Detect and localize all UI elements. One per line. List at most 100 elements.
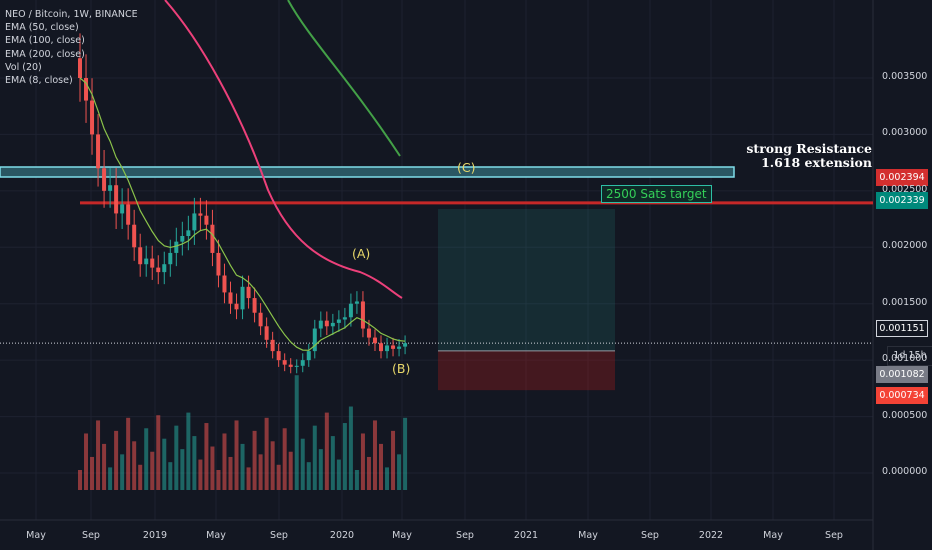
indicator-ema100[interactable]: EMA (100, close) — [5, 35, 85, 47]
candle-body — [324, 320, 329, 327]
candle-body — [234, 303, 239, 310]
x-axis-label: Sep — [825, 530, 843, 541]
volume-bar — [379, 443, 383, 490]
x-axis-label: 2019 — [142, 530, 168, 541]
candle-body — [288, 364, 293, 367]
volume-bar — [180, 449, 185, 490]
volume-bar — [312, 425, 317, 490]
resistance-price-tag: 0.002394 — [876, 169, 928, 186]
indicator-vol[interactable]: Vol (20) — [5, 61, 42, 73]
volume-bar — [186, 412, 191, 490]
volume-bar — [288, 451, 293, 490]
candle-body — [385, 345, 390, 352]
x-axis-label: May — [206, 530, 226, 541]
volume-bar — [240, 443, 245, 490]
candle-body — [300, 360, 305, 366]
x-axis-label: Sep — [270, 530, 288, 541]
ema8-line — [79, 77, 406, 351]
indicator-ema8[interactable]: EMA (8, close) — [5, 75, 73, 87]
candle-body — [162, 264, 167, 273]
y-axis-label: 0.000500 — [882, 409, 928, 421]
indicator-ema50[interactable]: EMA (50, close) — [5, 22, 79, 34]
volume-bar — [391, 430, 396, 490]
volume-bar — [204, 423, 209, 490]
candle-body — [397, 346, 402, 349]
candle-body — [360, 301, 365, 329]
volume-bar — [150, 451, 155, 490]
candle-countdown: 1d 15h — [887, 346, 932, 366]
volume-bar — [397, 454, 402, 490]
candle-body — [168, 252, 173, 265]
volume-bar — [222, 433, 227, 490]
volume-bar — [324, 412, 329, 490]
candle-body — [264, 326, 269, 340]
candle-body — [246, 286, 251, 299]
candle-body — [240, 286, 245, 310]
volume-bar — [318, 449, 323, 490]
candle-body — [318, 320, 323, 329]
volume-bar — [276, 464, 281, 490]
y-axis-label: 0.000000 — [882, 466, 928, 477]
y-axis-label: 0.003000 — [882, 127, 928, 139]
candle-body — [126, 204, 131, 225]
candle-body — [252, 298, 257, 313]
x-axis-label: 2020 — [329, 530, 355, 541]
volume-bar — [126, 417, 131, 490]
volume-bar — [96, 420, 101, 490]
candle-body — [108, 185, 113, 191]
volume-bar — [372, 420, 377, 490]
x-axis-label: Sep — [641, 530, 659, 541]
candle-body — [114, 185, 119, 214]
candle-body — [336, 319, 341, 323]
candle-body — [120, 204, 125, 214]
volume-bar — [354, 470, 359, 490]
candle-body — [138, 247, 143, 265]
candle-body — [276, 351, 281, 361]
candle-body — [372, 337, 377, 344]
y-axis-label: 0.002000 — [882, 240, 928, 252]
volume-bar — [228, 456, 233, 490]
volume-bar — [132, 441, 137, 490]
candle-body — [403, 343, 408, 347]
volume-bar — [264, 417, 269, 490]
indicator-ema200[interactable]: EMA (200, close) — [5, 48, 85, 60]
candle-body — [366, 328, 371, 338]
candle-body — [198, 213, 203, 216]
volume-bar — [84, 433, 89, 490]
ema50-line — [164, 0, 403, 299]
candle-body — [132, 224, 137, 248]
y-axis-label: 0.001500 — [882, 296, 928, 308]
volume-bar — [174, 425, 179, 490]
volume-bar — [168, 462, 173, 490]
volume-bar — [102, 443, 107, 490]
candle-body — [270, 339, 275, 352]
x-axis-label: 2022 — [698, 530, 724, 541]
resistance-box — [0, 166, 735, 178]
wave-c-label: (C) — [457, 160, 476, 175]
volume-bar — [108, 467, 113, 490]
x-axis-label: May — [578, 530, 598, 541]
volume-bar — [336, 459, 341, 490]
volume-bar — [114, 430, 119, 490]
symbol-title: NEO / Bitcoin, 1W, BINANCE — [5, 9, 138, 20]
volume-bar — [90, 456, 95, 490]
volume-bar — [234, 420, 239, 490]
volume-bar — [156, 415, 161, 490]
candle-body — [306, 351, 311, 361]
candle-body — [150, 258, 155, 268]
volume-bar — [330, 436, 335, 490]
volume-bar — [348, 406, 353, 490]
candle-body — [84, 78, 89, 101]
volume-bar — [246, 467, 251, 490]
x-axis-label: Sep — [82, 530, 100, 541]
candle-body — [204, 215, 209, 225]
volume-bar — [258, 454, 263, 490]
target-label: 2500 Sats target — [601, 185, 712, 203]
volume-bar — [216, 470, 221, 490]
y-axis-label: 0.002500 — [882, 183, 928, 195]
volume-bar — [342, 423, 347, 490]
x-axis-label: May — [763, 530, 783, 541]
candle-body — [228, 292, 233, 304]
x-axis-label: 2021 — [513, 530, 539, 541]
